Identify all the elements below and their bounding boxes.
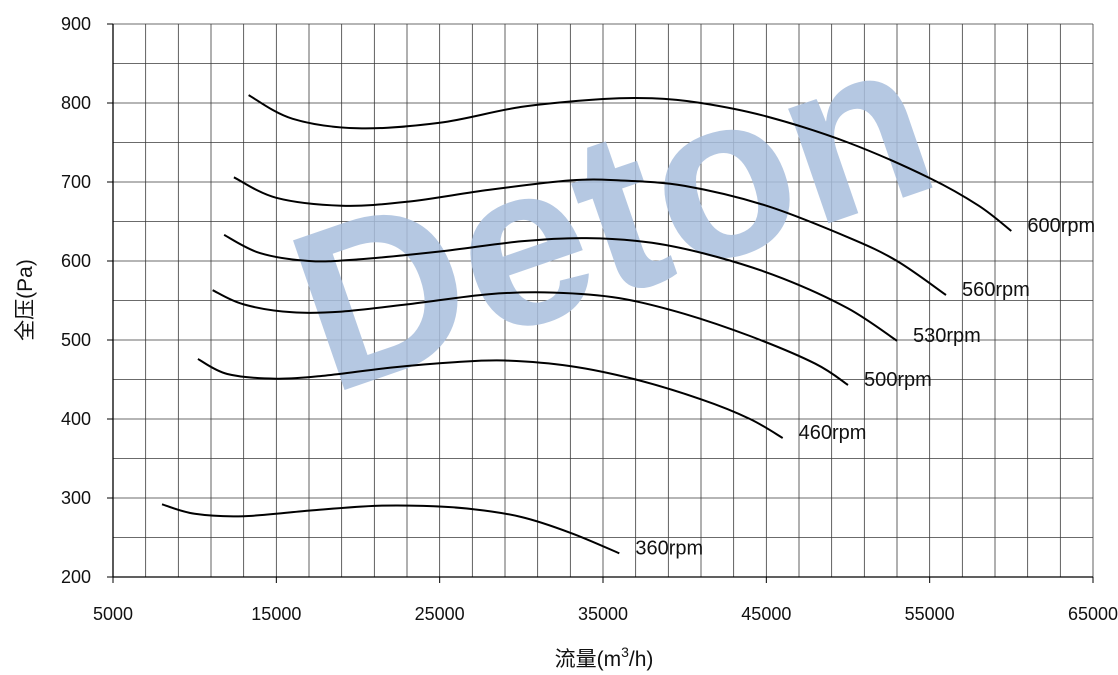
- curve-460rpm: [197, 358, 784, 439]
- x-tick-label: 45000: [741, 604, 791, 624]
- x-tick-label: 65000: [1068, 604, 1118, 624]
- axes: [107, 23, 1094, 583]
- curve-label-530rpm: 530rpm: [913, 325, 981, 347]
- watermark-logo: Deton: [262, 0, 962, 441]
- x-axis-title: 流量(m3/h): [555, 644, 654, 671]
- curve-label-460rpm: 460rpm: [799, 422, 867, 444]
- curve-500rpm: [212, 289, 849, 386]
- x-tick-label: 55000: [905, 604, 955, 624]
- curve-label-500rpm: 500rpm: [864, 369, 932, 391]
- x-axis-title-superscript: 3: [621, 644, 629, 660]
- curve-560rpm: [233, 176, 947, 296]
- curve-360rpm: [161, 503, 620, 555]
- y-tick-label: 400: [61, 409, 91, 429]
- curve-label-360rpm: 360rpm: [635, 537, 703, 559]
- y-tick-label: 800: [61, 93, 91, 113]
- y-tick-label: 300: [61, 488, 91, 508]
- y-tick-label: 600: [61, 251, 91, 271]
- curve-label-600rpm: 600rpm: [1027, 215, 1095, 237]
- x-tick-labels: 5000 15000 25000 35000 45000 55000 65000: [93, 604, 1118, 624]
- y-tick-label: 200: [61, 567, 91, 587]
- y-tick-label: 700: [61, 172, 91, 192]
- curve-530rpm: [223, 234, 898, 342]
- curve-labels: 600rpm 560rpm 530rpm 500rpm 460rpm 360rpm: [635, 215, 1095, 559]
- x-tick-label: 15000: [251, 604, 301, 624]
- curves: [161, 94, 1012, 555]
- x-tick-label: 5000: [93, 604, 133, 624]
- curve-label-560rpm: 560rpm: [962, 279, 1030, 301]
- y-axis-title: 全压(Pa): [14, 259, 37, 341]
- x-axis-title-main: 流量(m: [555, 648, 622, 671]
- x-tick-label: 25000: [415, 604, 465, 624]
- y-tick-label: 900: [61, 14, 91, 34]
- y-tick-label: 500: [61, 330, 91, 350]
- curve-600rpm: [248, 94, 1012, 232]
- x-axis-title-tail: /h): [629, 648, 654, 671]
- x-tick-label: 35000: [578, 604, 628, 624]
- y-tick-labels: 200 300 400 500 600 700 800 900: [61, 14, 91, 587]
